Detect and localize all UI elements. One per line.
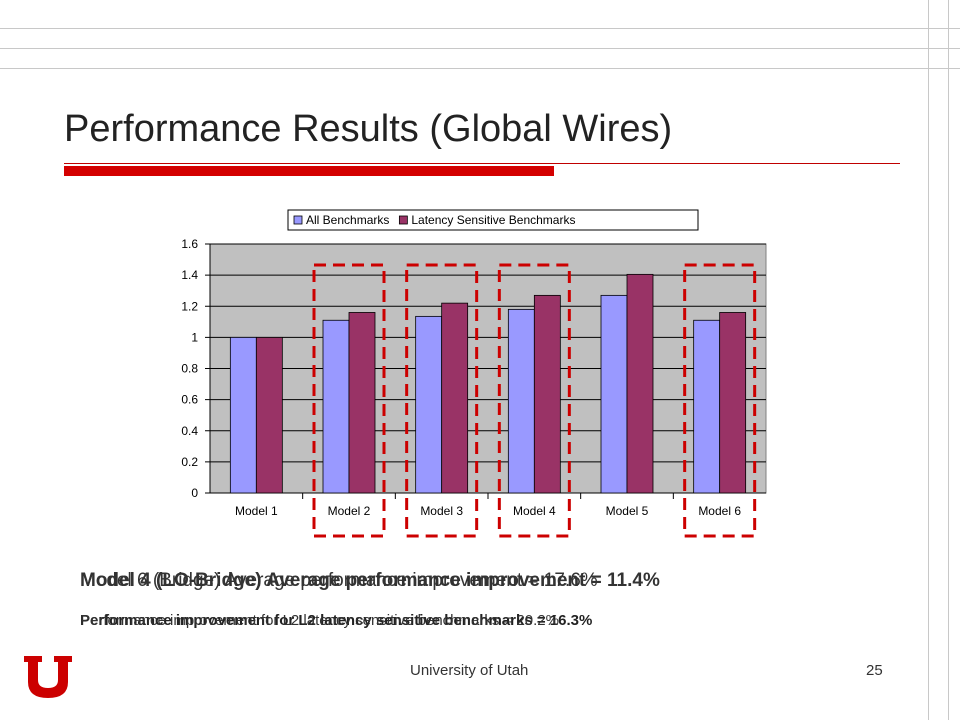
x-tick-label: Model 1	[235, 504, 278, 518]
legend-swatch	[398, 215, 408, 225]
bar	[719, 312, 747, 494]
overlay-line-1a: Model 4 (LO-Bridge) Average performance …	[80, 570, 660, 591]
bar-chart: 0 0.2 0.4 0.6 0.8 1 1.2 1.4 1.6 Model 1 Model 2 Mod…	[181, 209, 767, 538]
page-number: 25	[866, 662, 883, 679]
bar	[255, 336, 283, 494]
y-tick-label: 1.4	[181, 268, 198, 282]
right-frame-line-2	[948, 0, 949, 720]
overlay-line-1b: Model 6 (Bridge) Average performance imp…	[80, 570, 598, 591]
bar	[322, 319, 350, 494]
slide-title: Performance Results (Global Wires)	[64, 108, 673, 150]
legend-label: All Benchmarks	[306, 213, 389, 227]
bar	[348, 312, 376, 494]
x-tick-label: Model 5	[606, 504, 649, 518]
x-tick-label: Model 3	[420, 504, 463, 518]
overlay-line-2a: Performance improvement for L2 latency s…	[80, 612, 593, 629]
y-tick-label: 0	[191, 486, 198, 500]
y-tick-label: 0.4	[181, 424, 198, 438]
top-frame-line-2	[0, 48, 960, 49]
top-frame-line-3	[0, 68, 960, 69]
legend-box	[287, 209, 699, 231]
bar	[533, 294, 561, 494]
bar	[507, 308, 535, 494]
y-tick-label: 1	[191, 330, 198, 344]
university-u-logo	[24, 656, 72, 698]
bar	[626, 273, 654, 494]
bar	[441, 302, 469, 494]
right-frame-line	[928, 0, 929, 720]
legend-swatch	[293, 215, 303, 225]
y-tick-label: 0.2	[181, 455, 198, 469]
title-rule-thin	[64, 163, 900, 164]
overlay-line-2b: Performance improvement for L2 latency s…	[80, 612, 559, 629]
bar	[693, 319, 721, 494]
y-tick-label: 0.8	[181, 362, 198, 376]
footer-text: University of Utah	[410, 662, 529, 679]
y-tick-label: 1.6	[181, 237, 198, 251]
x-tick-label: Model 6	[698, 504, 741, 518]
title-rule-thick	[64, 166, 554, 176]
legend-label: Latency Sensitive Benchmarks	[411, 213, 575, 227]
y-tick-label: 0.6	[181, 393, 198, 407]
x-tick-label: Model 2	[328, 504, 371, 518]
bar	[229, 336, 257, 494]
x-tick-label: Model 4	[513, 504, 556, 518]
bar	[415, 315, 443, 494]
top-frame-line	[0, 28, 960, 29]
bar	[600, 294, 628, 494]
y-tick-label: 1.2	[181, 299, 198, 313]
